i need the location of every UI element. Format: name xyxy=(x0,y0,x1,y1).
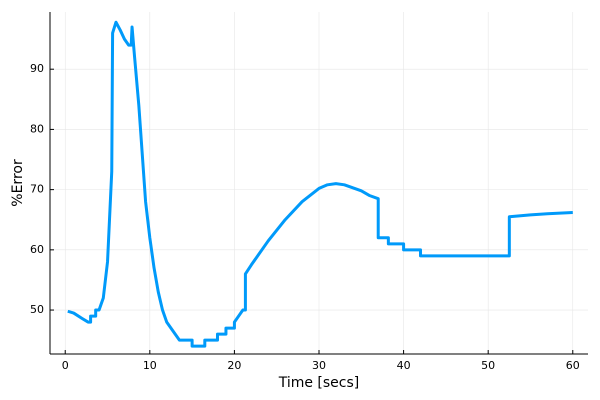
x-tick-label: 0 xyxy=(62,359,69,372)
x-axis-label: Time [secs] xyxy=(278,375,360,391)
x-tick-label: 10 xyxy=(143,359,157,372)
y-tick-label: 80 xyxy=(30,122,44,135)
y-tick-label: 50 xyxy=(30,303,44,316)
x-tick-label: 60 xyxy=(566,359,580,372)
x-tick-label: 30 xyxy=(312,359,326,372)
y-tick-label: 70 xyxy=(30,183,44,196)
x-tick-label: 40 xyxy=(397,359,411,372)
y-tick-label: 60 xyxy=(30,243,44,256)
x-tick-label: 20 xyxy=(227,359,241,372)
line-series xyxy=(67,20,573,348)
y-tick-label: 90 xyxy=(30,62,44,75)
y-axis-label: %Error xyxy=(10,159,26,207)
x-tick-label: 50 xyxy=(481,359,495,372)
